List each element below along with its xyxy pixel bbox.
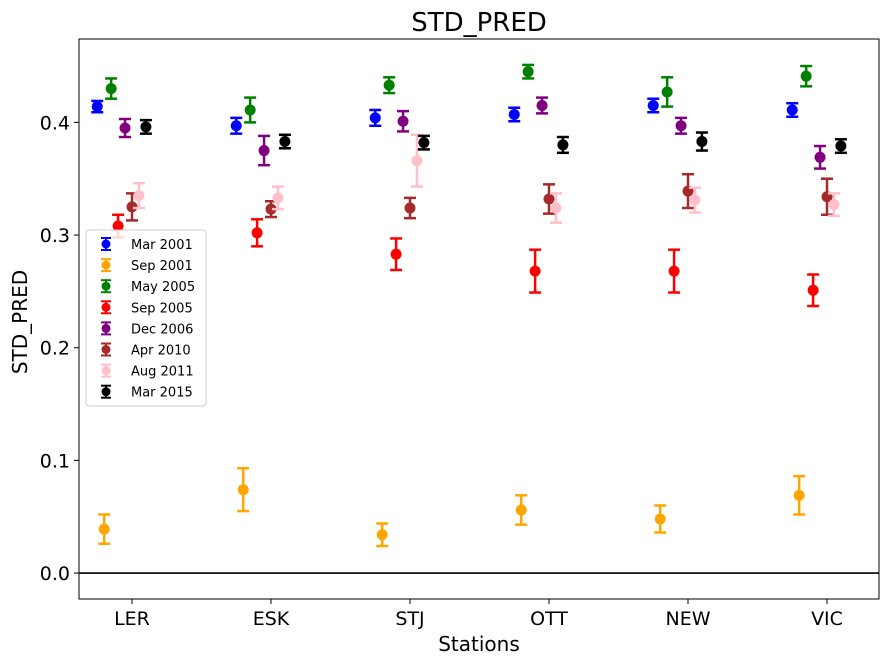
data-point: [668, 265, 680, 277]
data-point: [376, 529, 388, 541]
series-mar-2015: [139, 118, 847, 155]
legend-label: May 2005: [131, 280, 195, 295]
data-point: [793, 489, 805, 501]
legend-marker: [101, 366, 111, 376]
data-point: [411, 155, 423, 167]
data-point: [98, 523, 110, 535]
data-point: [647, 99, 659, 111]
data-point: [786, 104, 798, 116]
data-point: [557, 139, 569, 151]
series-apr-2010: [126, 172, 833, 222]
data-point: [675, 120, 687, 132]
x-tick-label: VIC: [811, 608, 843, 630]
series-aug-2011: [132, 133, 840, 224]
data-point: [508, 108, 520, 120]
series-sep-2001: [98, 467, 806, 548]
data-point: [529, 265, 541, 277]
legend-label: Aug 2011: [131, 365, 194, 380]
data-point: [91, 101, 103, 113]
legend-marker: [101, 345, 111, 354]
legend-label: Sep 2001: [131, 259, 193, 274]
data-point: [105, 83, 117, 95]
x-axis-label: Stations: [438, 632, 520, 656]
y-tick-label: 0.4: [40, 112, 70, 134]
data-point: [814, 151, 826, 163]
data-point: [800, 70, 812, 82]
series-mar-2001: [91, 97, 799, 135]
legend-label: Dec 2006: [131, 322, 193, 337]
data-point: [237, 484, 249, 496]
data-point: [807, 284, 819, 296]
data-point: [390, 248, 402, 260]
x-tick-label: OTT: [530, 608, 568, 630]
legend-frame: [85, 229, 207, 407]
data-point: [112, 220, 124, 232]
data-point: [543, 193, 555, 205]
data-point: [661, 86, 673, 98]
data-point: [418, 137, 430, 149]
data-point: [140, 121, 152, 133]
legend-marker: [101, 387, 111, 397]
data-point: [230, 120, 242, 132]
data-point: [654, 513, 666, 525]
plot-area: 0.0 0.1 0.2 0.3 0.4 LER ESK STJ OTT NEW VIC: [40, 38, 880, 630]
legend-label: Mar 2015: [131, 386, 193, 401]
data-point: [133, 190, 145, 202]
x-tick-label: STJ: [395, 608, 424, 630]
y-axis-label: STD_PRED: [8, 270, 32, 374]
series-dec-2006: [119, 96, 827, 170]
data-point: [696, 136, 708, 148]
data-point: [119, 122, 131, 134]
data-point: [536, 99, 548, 111]
y-tick-label: 0.1: [40, 450, 70, 472]
legend-label: Mar 2001: [131, 238, 193, 253]
data-point: [828, 199, 840, 211]
data-point: [835, 140, 847, 152]
x-tick-label: ESK: [253, 608, 290, 630]
data-point: [279, 136, 291, 148]
data-point: [258, 145, 270, 157]
legend-label: Sep 2005: [131, 301, 193, 316]
data-point: [689, 194, 701, 206]
y-tick-label: 0.2: [40, 338, 70, 360]
data-point: [251, 227, 263, 239]
data-point: [369, 112, 381, 124]
x-tick-label: LER: [114, 608, 150, 630]
legend-marker: [101, 302, 111, 312]
y-tick-label: 0.3: [40, 225, 70, 247]
legend-marker: [101, 260, 111, 270]
data-point: [265, 203, 277, 215]
data-point: [522, 66, 534, 78]
legend-marker: [101, 281, 111, 291]
data-point: [397, 115, 409, 127]
legend-marker: [101, 323, 111, 333]
series-may-2005: [105, 63, 813, 124]
x-tick-label: NEW: [665, 608, 710, 630]
series-sep-2005: [112, 213, 820, 308]
data-point: [550, 202, 562, 214]
data-point: [244, 104, 256, 116]
data-point: [404, 202, 416, 214]
data-point: [126, 201, 138, 213]
data-point: [383, 79, 395, 91]
plot-frame: [78, 38, 880, 600]
chart-title: STD_PRED: [411, 8, 547, 38]
legend-marker: [101, 239, 111, 249]
y-tick-label: 0.0: [40, 563, 70, 585]
data-point: [515, 504, 527, 516]
data-point: [272, 192, 284, 204]
legend: Mar 2001 Sep 2001 May 2005 Sep 2005 Dec 2006…: [85, 229, 207, 407]
legend-label: Apr 2010: [131, 344, 191, 359]
